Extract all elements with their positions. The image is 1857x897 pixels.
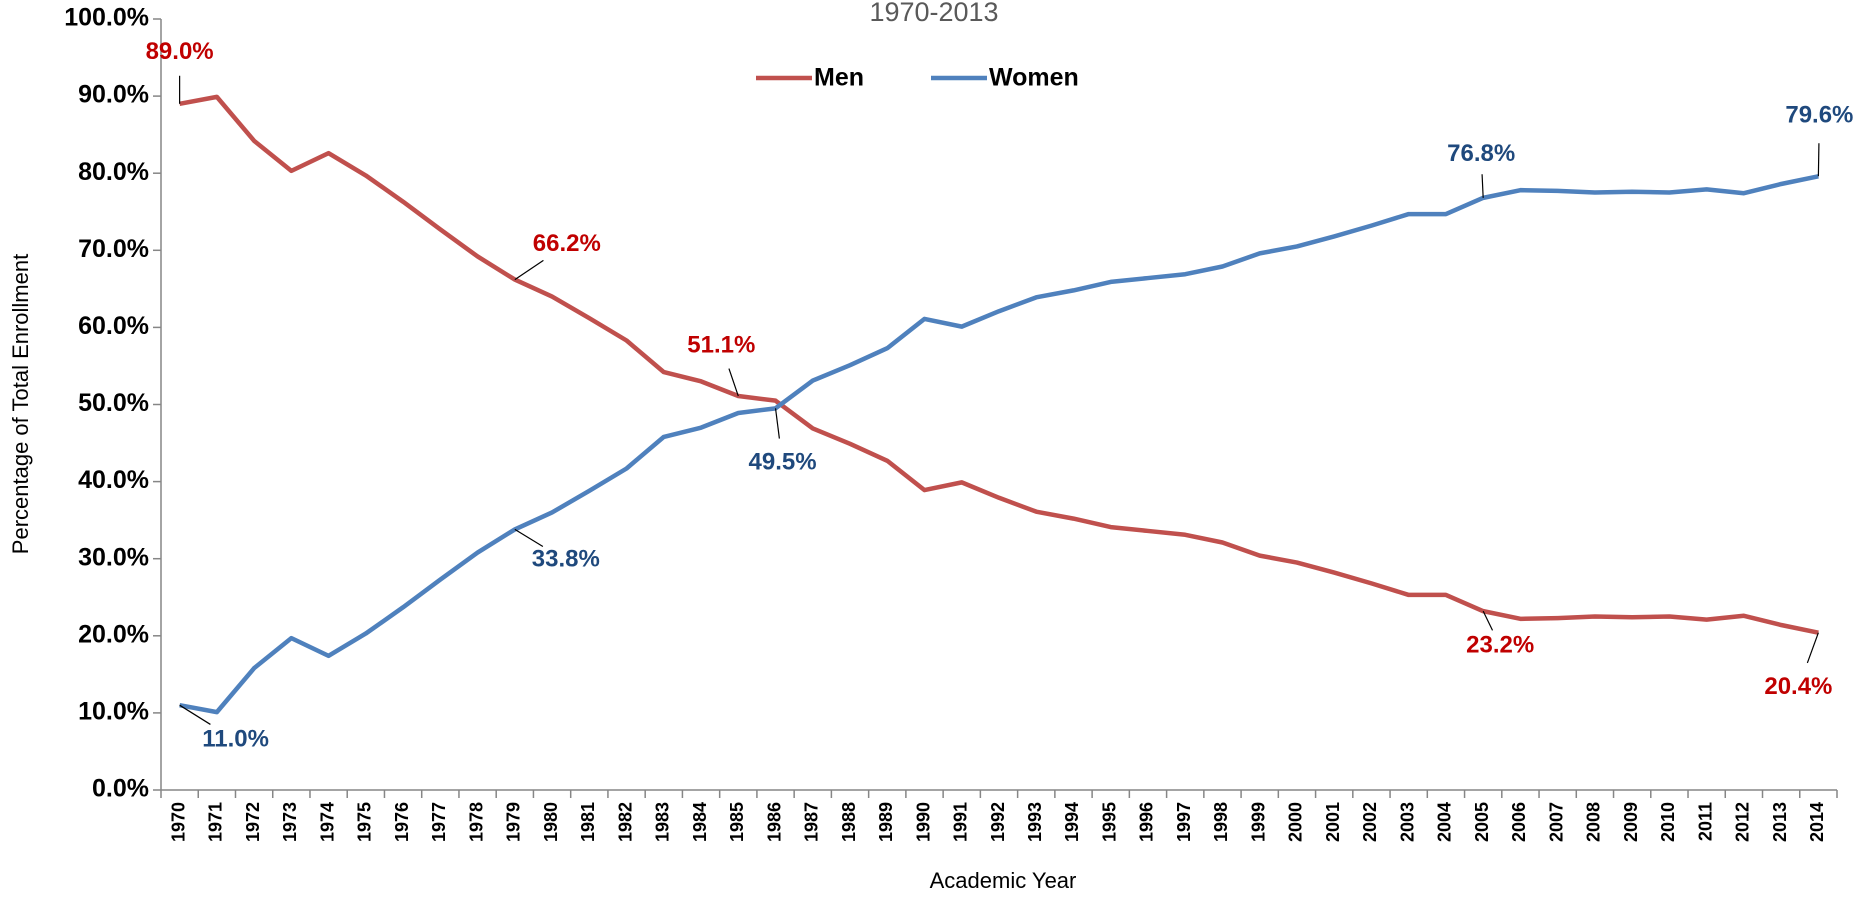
x-tick-label: 2006 <box>1509 802 1529 842</box>
y-tick-label: 50.0% <box>78 389 149 417</box>
data-label: 11.0% <box>202 726 269 753</box>
x-tick-label: 1976 <box>392 802 412 842</box>
x-tick-label: 2001 <box>1323 802 1343 842</box>
x-tick-label: 1995 <box>1099 802 1119 842</box>
y-tick-label: 30.0% <box>78 543 149 571</box>
x-tick-label: 1994 <box>1062 802 1082 842</box>
y-tick-label: 20.0% <box>78 620 149 648</box>
leader-line <box>774 408 780 439</box>
x-tick-label: 2000 <box>1286 802 1306 842</box>
y-tick-label: 100.0% <box>64 4 149 32</box>
data-label: 23.2% <box>1466 631 1534 658</box>
x-tick-label: 1975 <box>355 802 375 842</box>
x-tick-label: 2007 <box>1546 802 1566 842</box>
x-tick-label: 2004 <box>1435 802 1455 842</box>
x-tick-label: 1993 <box>1025 802 1045 842</box>
line-series <box>179 174 1819 715</box>
x-tick-label: 1978 <box>466 802 486 842</box>
x-tick-label: 1998 <box>1211 802 1231 842</box>
y-tick-label: 10.0% <box>78 698 149 726</box>
x-tick-label: 1987 <box>802 802 822 842</box>
y-tick-label: 90.0% <box>78 81 149 109</box>
data-label: 51.1% <box>687 331 755 358</box>
x-tick-label: 1986 <box>764 802 784 842</box>
leader-line <box>728 368 739 397</box>
line-series <box>179 94 1819 635</box>
y-tick-label: 70.0% <box>78 235 149 263</box>
leader-line <box>1817 143 1820 177</box>
leader-line <box>514 259 544 281</box>
x-tick-label: 2005 <box>1472 802 1492 842</box>
x-tick-label: 1999 <box>1248 802 1268 842</box>
x-tick-label: 1997 <box>1174 802 1194 842</box>
x-tick-label: 1991 <box>951 802 971 842</box>
legend-label: Women <box>989 64 1079 92</box>
x-tick-label: 1971 <box>206 802 226 842</box>
x-tick-label: 1977 <box>429 802 449 842</box>
leader-line <box>1482 610 1494 631</box>
data-label: 89.0% <box>146 38 214 65</box>
leader-line <box>514 528 544 547</box>
data-label: 33.8% <box>532 546 600 573</box>
leader-line <box>179 704 211 725</box>
x-tick-label: 2009 <box>1621 802 1641 842</box>
x-tick-label: 2008 <box>1584 802 1604 842</box>
x-tick-label: 2012 <box>1733 802 1753 842</box>
x-tick-label: 2010 <box>1658 802 1678 842</box>
data-label: 49.5% <box>749 449 817 476</box>
x-tick-label: 1980 <box>541 802 561 842</box>
x-tick-label: 1970 <box>168 802 188 842</box>
x-tick-label: 2013 <box>1770 802 1790 842</box>
y-axis-label: Percentage of Total Enrollment <box>8 254 33 554</box>
x-tick-label: 2014 <box>1807 802 1827 842</box>
leader-line <box>1481 174 1484 198</box>
x-tick-label: 1992 <box>988 802 1008 842</box>
y-tick-label: 40.0% <box>78 466 149 494</box>
x-tick-label: 1974 <box>317 802 337 842</box>
data-label: 66.2% <box>533 230 601 257</box>
x-tick-label: 1988 <box>839 802 859 842</box>
x-tick-label: 2002 <box>1360 802 1380 842</box>
x-tick-label: 1982 <box>615 802 635 842</box>
x-tick-label: 2003 <box>1397 802 1417 842</box>
x-tick-label: 1981 <box>578 802 598 842</box>
x-tick-label: 2011 <box>1695 802 1715 841</box>
y-tick-label: 0.0% <box>92 775 149 803</box>
x-tick-label: 1985 <box>727 802 747 842</box>
x-tick-label: 1984 <box>690 802 710 842</box>
x-tick-label: 1979 <box>504 802 524 842</box>
leader-line <box>1806 632 1819 664</box>
x-axis-label: Academic Year <box>930 868 1077 893</box>
x-tick-label: 1973 <box>280 802 300 842</box>
y-tick-label: 60.0% <box>78 312 149 340</box>
data-label: 20.4% <box>1764 673 1832 700</box>
chart-title: 1970-2013 <box>869 0 998 27</box>
x-tick-label: 1990 <box>913 802 933 842</box>
y-tick-label: 80.0% <box>78 158 149 186</box>
data-label: 79.6% <box>1785 102 1853 129</box>
x-tick-label: 1972 <box>243 802 263 842</box>
data-label: 76.8% <box>1447 140 1515 167</box>
x-tick-label: 1996 <box>1137 802 1157 842</box>
legend-label: Men <box>814 64 864 92</box>
x-tick-label: 1989 <box>876 802 896 842</box>
x-tick-label: 1983 <box>653 802 673 842</box>
